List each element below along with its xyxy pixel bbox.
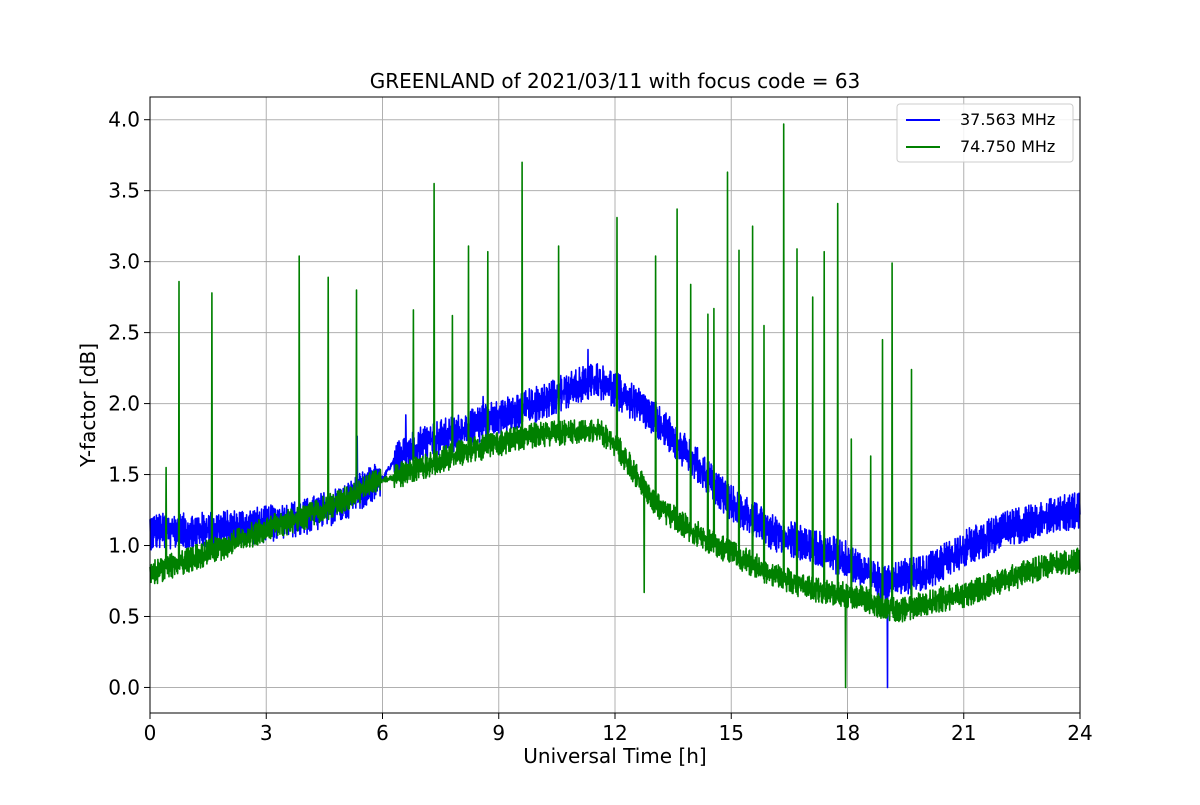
x-axis-label: Universal Time [h] (523, 744, 706, 768)
series-line-2 (149, 123, 1081, 689)
grid-lines (149, 97, 1081, 713)
series-layer (149, 123, 1081, 689)
x-tick-label: 18 (835, 721, 860, 745)
x-tick-label: 6 (376, 721, 389, 745)
chart-title: GREENLAND of 2021/03/11 with focus code … (370, 69, 861, 93)
y-tick-label: 2.5 (108, 321, 140, 345)
y-axis-label: Y-factor [dB] (76, 343, 100, 468)
y-tick-label: 2.0 (108, 392, 140, 416)
legend-box (896, 103, 1074, 163)
x-tick-label: 3 (260, 721, 273, 745)
x-tick-label: 9 (492, 721, 505, 745)
y-tick-label: 3.5 (108, 179, 140, 203)
y-tick-label: 3.0 (108, 250, 140, 274)
x-tick-label: 15 (719, 721, 744, 745)
x-tick-label: 24 (1067, 721, 1092, 745)
y-tick-label: 1.5 (108, 463, 140, 487)
legend-label-series-1: 37.563 MHz (960, 110, 1055, 129)
x-tick-label: 12 (602, 721, 627, 745)
y-tick-label: 0.5 (108, 604, 140, 628)
legend: 37.563 MHz 74.750 MHz (896, 103, 1074, 163)
y-tick-label: 4.0 (108, 108, 140, 132)
axis-ticks: 0 3 6 9 12 15 18 21 24 0.0 0.5 1.0 1.5 2.0 2.5 3.0 3.5 4.… (108, 108, 1093, 745)
legend-label-series-2: 74.750 MHz (960, 137, 1055, 156)
y-tick-label: 1.0 (108, 534, 140, 558)
x-tick-label: 0 (144, 721, 157, 745)
y-tick-label: 0.0 (108, 675, 140, 699)
x-tick-label: 21 (951, 721, 976, 745)
